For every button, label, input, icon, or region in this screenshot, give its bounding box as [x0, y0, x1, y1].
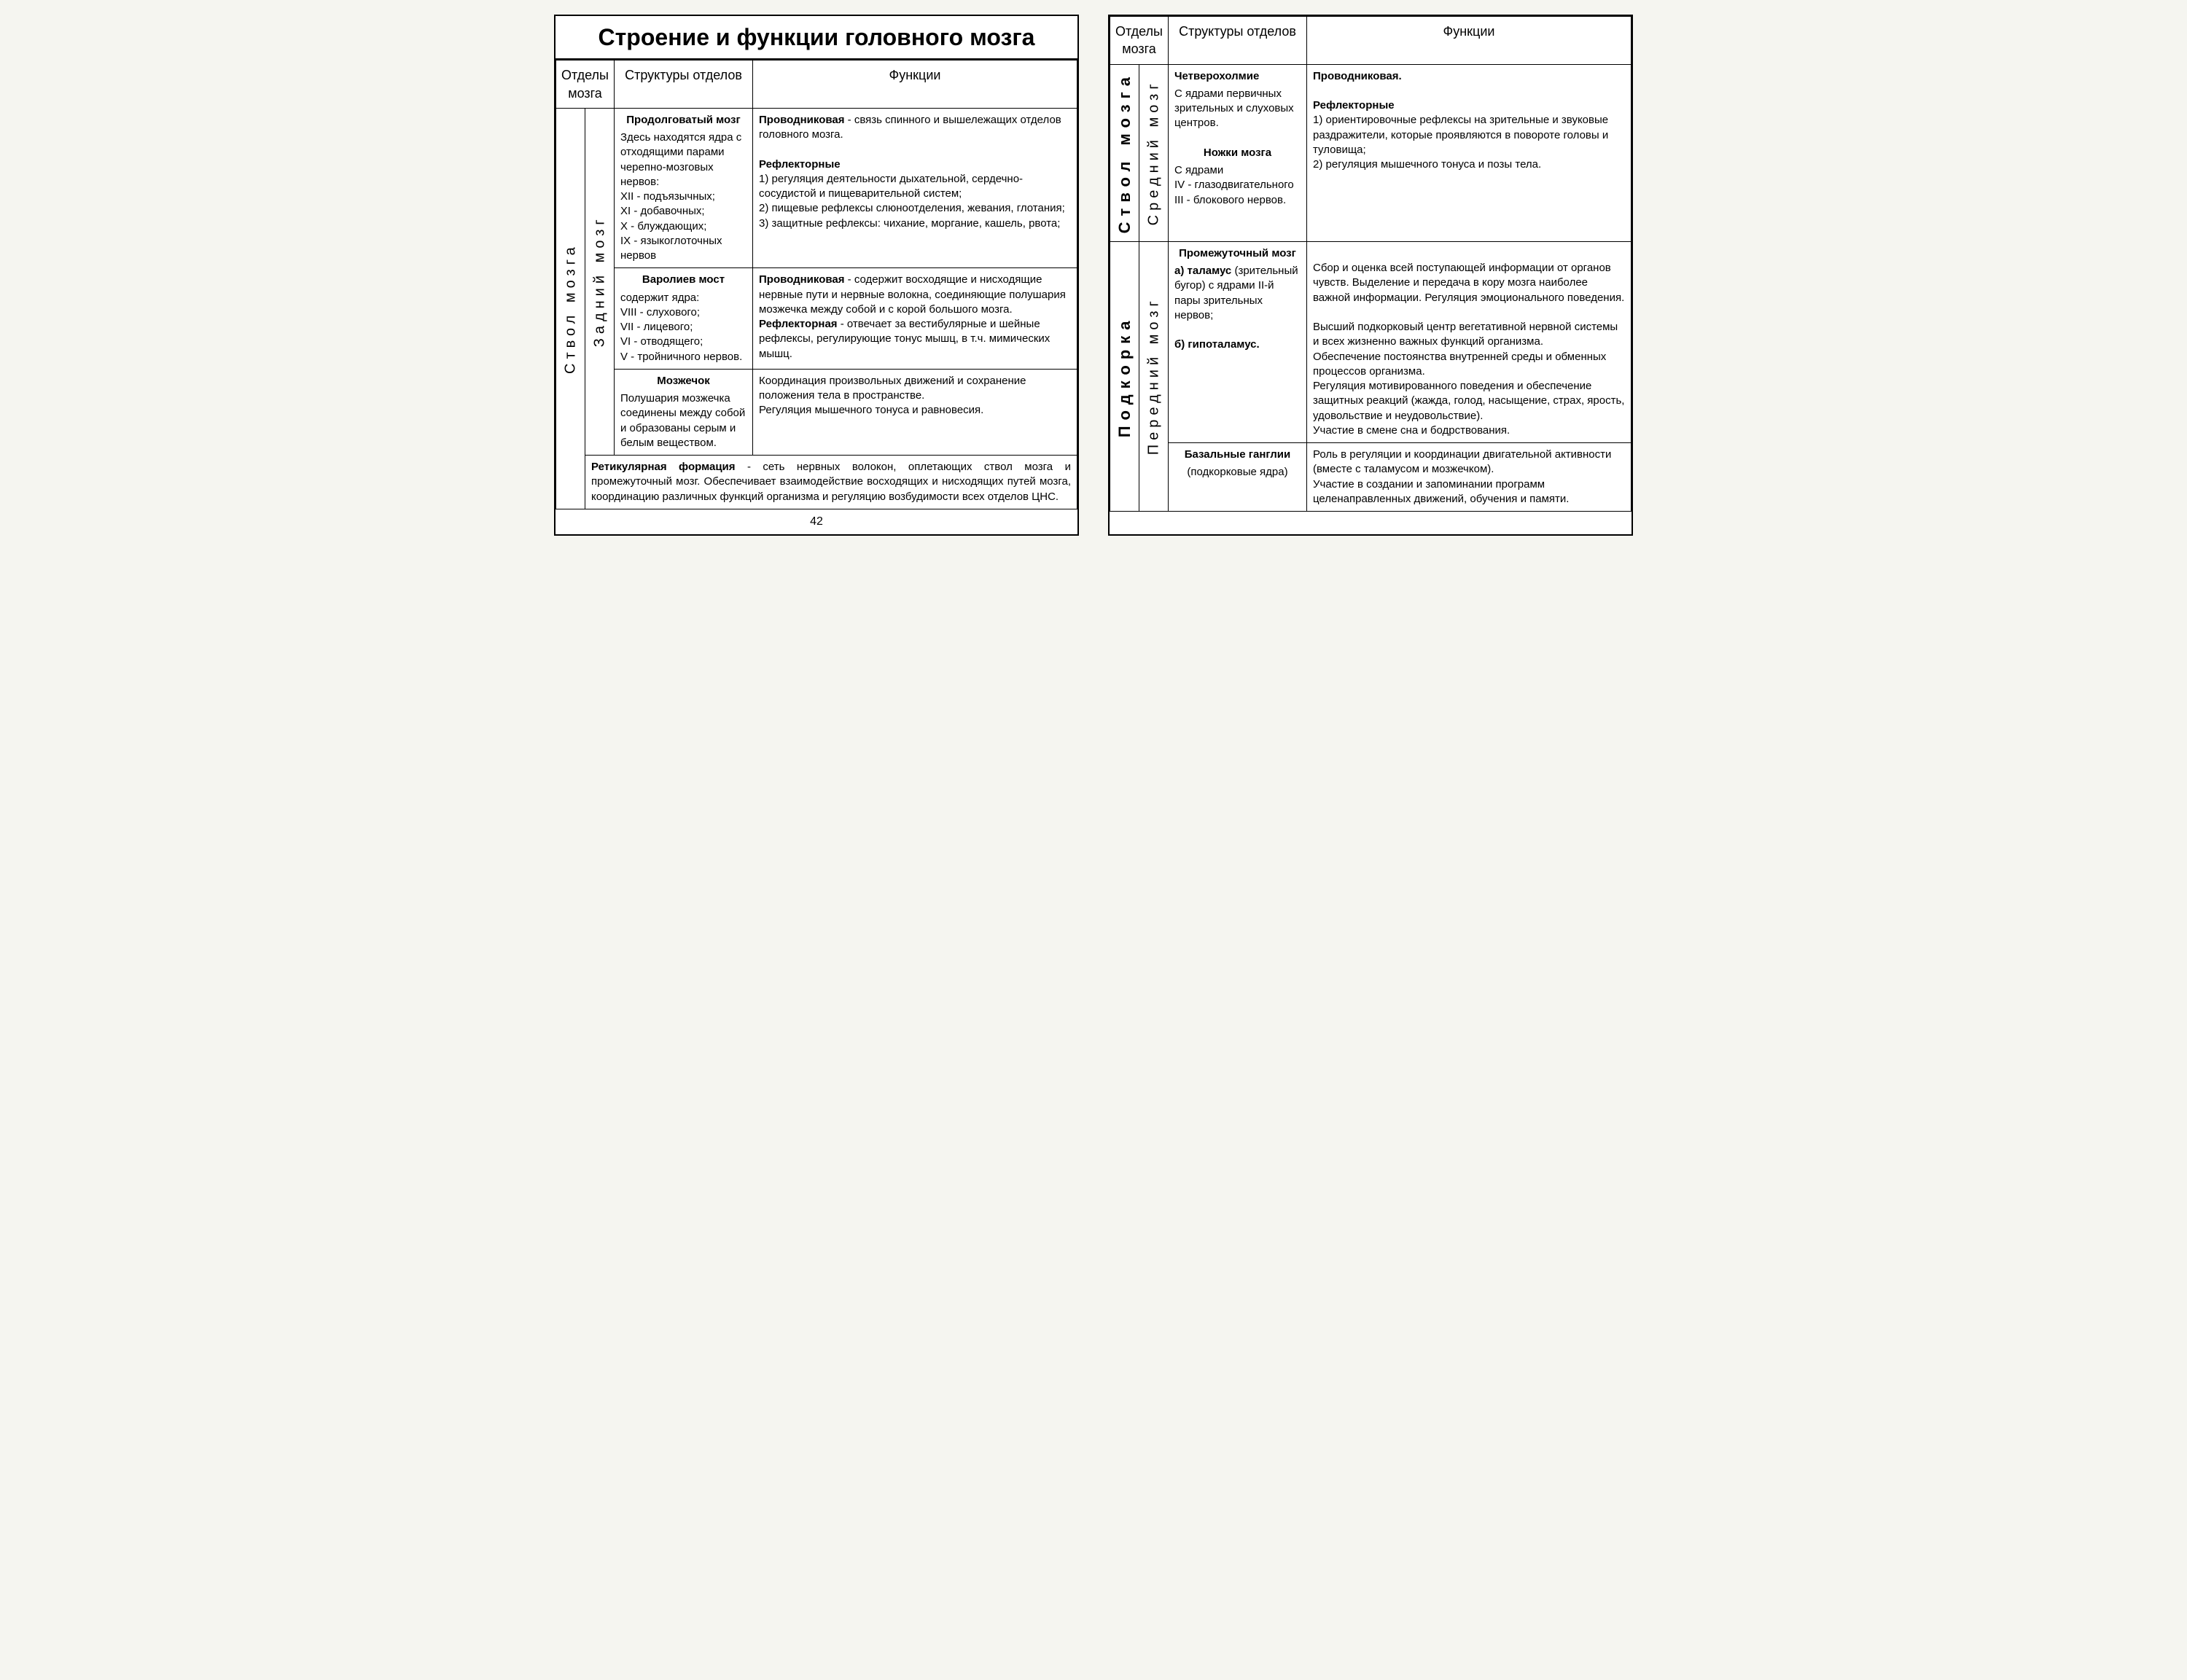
header-col3: Функции — [753, 60, 1077, 109]
struct-cell: Четверохолмие С ядрами первичных зритель… — [1169, 64, 1307, 241]
struct-title: Ножки мозга — [1174, 146, 1301, 160]
table-row: Ствол мозга Средний мозг Четверохолмие С… — [1110, 64, 1632, 241]
struct-body: содержит ядра: VIII - слухового; VII - л… — [620, 292, 742, 363]
func-cell: Сбор и оценка всей поступающей информаци… — [1307, 241, 1632, 442]
peredniy-label: Передний мозг — [1139, 241, 1169, 511]
page-number: 42 — [555, 509, 1077, 534]
zadniy-label: Задний мозг — [585, 108, 615, 455]
func-label: Рефлекторные — [1313, 99, 1395, 112]
header-row: Отделы мозга Структуры отделов Функции — [1110, 17, 1632, 65]
func-cell: Проводниковая. Рефлекторные 1) ориентиро… — [1307, 64, 1632, 241]
stvol-label: Ствол мозга — [1110, 64, 1139, 241]
func-cell: Проводниковая - содержит восходящие и ни… — [753, 268, 1077, 370]
struct-cell: Базальные ганглии (подкорковые ядра) — [1169, 443, 1307, 512]
func-body: Высший подкорковый центр вегетативной не… — [1313, 321, 1624, 437]
table-row: Мозжечок Полушария мозжечка соединены ме… — [556, 369, 1077, 455]
sredniy-label: Средний мозг — [1139, 64, 1169, 241]
struct-body: Здесь находятся ядра с отходящими парами… — [620, 131, 741, 262]
header-col2: Структуры отделов — [615, 60, 753, 109]
brain-table-left: Отделы мозга Структуры отделов Функции С… — [555, 60, 1077, 509]
func-cell: Координация произвольных движений и сохр… — [753, 369, 1077, 455]
header-col3: Функции — [1307, 17, 1632, 65]
stvol-label: Ствол мозга — [556, 108, 585, 509]
func-body: Сбор и оценка всей поступающей информаци… — [1313, 262, 1624, 304]
struct-cell: Продолговатый мозг Здесь находятся ядра … — [615, 108, 753, 268]
func-body: 1) ориентировочные рефлексы на зрительны… — [1313, 114, 1608, 171]
struct-sub-label: а) таламус — [1174, 265, 1231, 277]
struct-cell: Варолиев мост содержит ядра: VIII - слух… — [615, 268, 753, 370]
struct-body: (подкорковые ядра) — [1187, 466, 1287, 478]
struct-body: С ядрами IV - глазодвигательного III - б… — [1174, 164, 1294, 206]
brain-table-right: Отделы мозга Структуры отделов Функции С… — [1110, 16, 1632, 512]
func-body: Роль в регуляции и координации двигатель… — [1313, 448, 1611, 505]
table-row: Ствол мозга Задний мозг Продолговатый мо… — [556, 108, 1077, 268]
struct-title: Варолиев мост — [620, 273, 746, 287]
table-row: Варолиев мост содержит ядра: VIII - слух… — [556, 268, 1077, 370]
struct-sub-label: б) гипоталамус. — [1174, 338, 1260, 351]
func-label: Проводниковая — [759, 114, 845, 126]
struct-cell: Мозжечок Полушария мозжечка соединены ме… — [615, 369, 753, 455]
struct-title: Базальные ганглии — [1174, 448, 1301, 462]
struct-title: Продолговатый мозг — [620, 113, 746, 128]
left-page: Строение и функции головного мозга Отдел… — [554, 15, 1079, 536]
struct-body: С ядрами первичных зрительных и слуховых… — [1174, 87, 1294, 130]
func-label: Проводниковая — [759, 273, 845, 286]
struct-body: Полушария мозжечка соединены между собой… — [620, 392, 745, 449]
func-body: 1) регуляция деятельности дыхательной, с… — [759, 173, 1065, 230]
header-row: Отделы мозга Структуры отделов Функции — [556, 60, 1077, 109]
page-title: Строение и функции головного мозга — [555, 16, 1077, 60]
func-label: Проводниковая. — [1313, 70, 1402, 82]
footer-row: Ретикулярная формация - сеть нервных вол… — [556, 456, 1077, 509]
struct-cell: Промежуточный мозг а) таламус (зрительны… — [1169, 241, 1307, 442]
footer-cell: Ретикулярная формация - сеть нервных вол… — [585, 456, 1077, 509]
table-row: Базальные ганглии (подкорковые ядра) Рол… — [1110, 443, 1632, 512]
func-body: Координация произвольных движений и сохр… — [759, 375, 1026, 417]
struct-title: Четверохолмие — [1174, 69, 1301, 84]
struct-title: Мозжечок — [620, 374, 746, 388]
podkorka-label: Подкорка — [1110, 241, 1139, 511]
table-row: Подкорка Передний мозг Промежуточный моз… — [1110, 241, 1632, 442]
footer-label: Ретикулярная формация — [591, 461, 736, 473]
header-col2: Структуры отделов — [1169, 17, 1307, 65]
func-label: Рефлекторная — [759, 318, 838, 330]
struct-title: Промежуточный мозг — [1174, 246, 1301, 261]
header-col1: Отделы мозга — [556, 60, 615, 109]
func-cell: Проводниковая - связь спинного и вышележ… — [753, 108, 1077, 268]
func-cell: Роль в регуляции и координации двигатель… — [1307, 443, 1632, 512]
func-label: Рефлекторные — [759, 158, 841, 171]
right-page: Отделы мозга Структуры отделов Функции С… — [1108, 15, 1633, 536]
header-col1: Отделы мозга — [1110, 17, 1169, 65]
